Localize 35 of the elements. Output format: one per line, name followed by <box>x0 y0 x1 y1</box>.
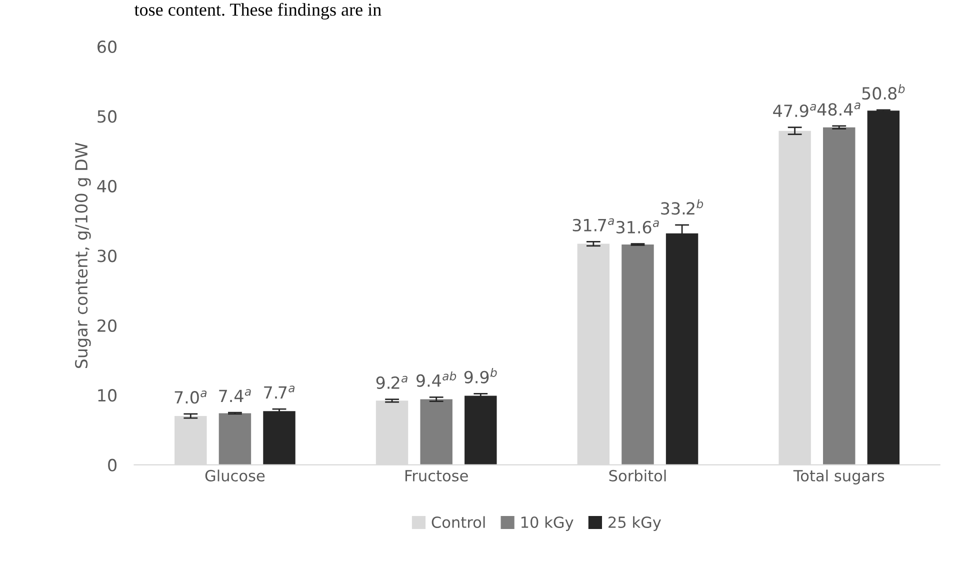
bar <box>218 413 252 465</box>
legend-label: Control <box>432 516 485 528</box>
data-label: 9.9$^{b}$ <box>464 368 497 384</box>
y-tick-label: 0 <box>108 458 116 472</box>
bar <box>622 244 654 465</box>
x-tick-label: Total sugars <box>793 470 884 484</box>
data-label: 31.7$^{a}$ <box>572 218 614 232</box>
bar <box>263 411 296 465</box>
data-label: 7.7$^{a}$ <box>264 386 295 399</box>
data-label: 7.4$^{a}$ <box>219 389 251 402</box>
data-label: 9.4$^{ab}$ <box>416 371 456 387</box>
bar <box>823 127 856 465</box>
y-tick-label: 50 <box>98 110 116 123</box>
bar <box>867 110 900 465</box>
legend-label: 10 kGy <box>521 516 574 531</box>
legend-label: 25 kGy <box>608 516 661 531</box>
x-tick-label: Sorbitol <box>609 470 666 482</box>
y-tick-label: 40 <box>97 180 116 192</box>
y-axis-title: Sugar content, g/100 g DW <box>74 142 91 368</box>
data-label: 9.2$^{a}$ <box>376 376 408 390</box>
x-tick-label: Glucose <box>205 470 265 482</box>
data-label: 31.6$^{a}$ <box>616 220 659 234</box>
x-tick-label: Fructose <box>405 470 468 482</box>
data-label: 7.0$^{a}$ <box>174 390 207 404</box>
y-tick-label: 30 <box>98 250 116 262</box>
text: tose content. These findings are in <box>134 2 382 20</box>
bar <box>464 396 497 465</box>
y-tick-label: 20 <box>98 319 116 332</box>
data-label: 47.9$^{a}$ <box>773 104 816 118</box>
bar <box>420 399 452 465</box>
data-label: 33.2$^{b}$ <box>661 199 704 215</box>
data-label: 48.4$^{a}$ <box>817 102 860 116</box>
data-label: 50.8$^{b}$ <box>862 84 905 100</box>
y-tick-label: 60 <box>98 40 116 54</box>
y-tick-label: 10 <box>98 389 116 402</box>
